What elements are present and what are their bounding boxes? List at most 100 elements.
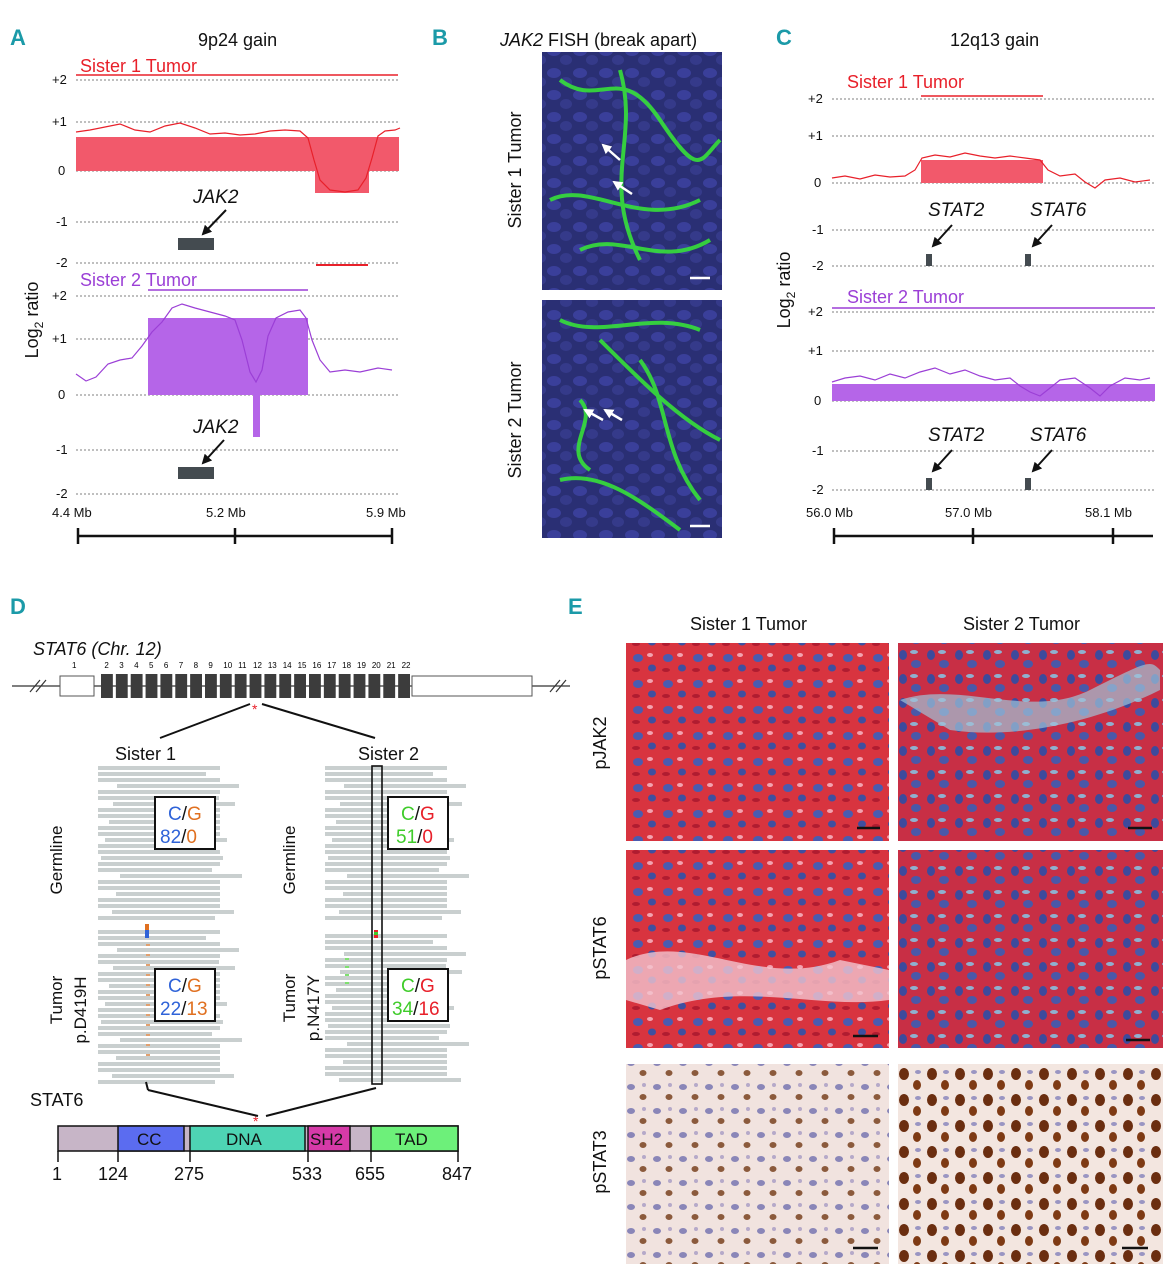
c-sister2-gain-bar [832, 384, 1155, 401]
read [98, 1032, 212, 1036]
d-exon-number: 17 [327, 661, 336, 670]
d-exon-3 [115, 674, 128, 698]
panel-a-title: 9p24 gain [198, 30, 277, 50]
d-exon-11 [234, 674, 247, 698]
d-germline-label-1: Germline [47, 826, 66, 895]
variant-mark [374, 932, 378, 935]
variant-mark [146, 1054, 150, 1056]
panel-c: C 12q13 gain Log2 ratio +2 +1 0 -1 -2 Si… [774, 25, 1155, 544]
read [98, 1080, 215, 1084]
read [325, 832, 447, 836]
d-exon-blocks [101, 674, 410, 698]
read [120, 874, 242, 878]
d-domain-sh2 [307, 1125, 351, 1152]
c-stat6-label-bot: STAT6 [1030, 425, 1087, 446]
read [98, 880, 220, 884]
d-domain-tad [370, 1125, 459, 1152]
a-jak2-arrow-bot [201, 439, 225, 465]
read [98, 862, 220, 866]
variant-mark [145, 930, 149, 938]
d-sister1-label: Sister 1 [115, 744, 176, 764]
variant-mark [146, 954, 150, 956]
c-sister1-gain-bar [921, 160, 1043, 183]
read [98, 778, 220, 782]
read [347, 874, 469, 878]
a-tick-top-p2: +2 [52, 72, 67, 87]
read [98, 930, 220, 934]
d-protein-label: STAT6 [30, 1090, 83, 1110]
variant-mark [146, 994, 150, 996]
a-xtick-1: 4.4 Mb [52, 505, 92, 520]
d-exon-number: 2 [104, 661, 109, 670]
read [98, 942, 220, 946]
c-tick-top-p2: +2 [808, 91, 823, 106]
panel-b: B JAK2 FISH (break apart) Sister 1 Tumor… [432, 25, 722, 538]
e-row3-label: pSTAT3 [590, 1130, 610, 1193]
read [325, 778, 447, 782]
c-stat6-arrow-bot [1031, 449, 1053, 473]
panel-a: A 9p24 gain Log2 ratio +2 +1 0 -1 -2 Sis… [10, 25, 406, 544]
c-xtick-3: 58.1 Mb [1085, 505, 1132, 520]
a-sister2-gain-bar [148, 318, 308, 395]
d-exon-number: 15 [298, 661, 307, 670]
read [339, 910, 461, 914]
d-exon-5 [145, 674, 158, 698]
variant-mark [146, 1034, 150, 1036]
variant-mark [146, 984, 150, 986]
c-sister1-label: Sister 1 Tumor [847, 72, 964, 92]
d-germline-label-2: Germline [280, 826, 299, 895]
e-img-pjak2-s2 [898, 643, 1163, 841]
d-exon-15 [294, 674, 306, 698]
d-star-top: * [252, 701, 258, 717]
read [325, 886, 447, 890]
read [325, 898, 447, 902]
read [101, 856, 223, 860]
read [98, 868, 212, 872]
c-stat2-label-top: STAT2 [928, 200, 985, 221]
d-gene-title: STAT6 (Chr. 12) [33, 639, 162, 659]
d-domain-sh2-label: SH2 [310, 1130, 343, 1149]
d-exon-number: 1 [72, 661, 77, 670]
d-exon-2 [101, 674, 113, 698]
d-exon-number: 6 [164, 661, 169, 670]
e-img-pstat3-s1 [626, 1064, 889, 1264]
d-exon-number: 5 [149, 661, 154, 670]
read [347, 1042, 469, 1046]
c-stat2-arrow-top [931, 224, 953, 248]
d-sister2-label: Sister 2 [358, 744, 419, 764]
d-exon-numbers: 1 2 3 4 5 6 7 8 9 10 11 12 13 14 15 16 17 18 19 20 21 22 [72, 661, 411, 670]
d-variant-column-box [371, 765, 383, 1085]
read [98, 1062, 220, 1066]
a-sister1-trace [75, 122, 401, 193]
svg-text:C/G: C/G [401, 804, 435, 825]
read [325, 964, 446, 968]
a-jak2-label-bot: JAK2 [192, 417, 239, 438]
read [325, 916, 442, 920]
d-allele-box-s2-germline: C/G 51/0 [387, 796, 449, 850]
read [98, 844, 199, 848]
read [98, 898, 220, 902]
svg-text:51/0: 51/0 [396, 827, 433, 848]
d-exon-number: 14 [283, 661, 292, 670]
d-pos-533: 533 [292, 1164, 322, 1184]
read [325, 958, 447, 962]
panel-letter-b: B [432, 25, 448, 50]
a-sister2-loss-bar [253, 395, 260, 437]
read [325, 940, 433, 944]
read [344, 784, 466, 788]
c-tick-bot-0: 0 [814, 393, 821, 408]
panel-letter-e: E [568, 594, 583, 619]
read [325, 1030, 447, 1034]
read [98, 960, 219, 964]
d-exon-6 [160, 674, 173, 698]
b-fish-image-2 [542, 300, 722, 538]
a-sister1-gain-bar [76, 137, 399, 171]
read [325, 880, 447, 884]
d-pos-655: 655 [355, 1164, 385, 1184]
a-tick-bot-p1: +1 [52, 331, 67, 346]
read [98, 1008, 199, 1012]
read [98, 850, 220, 854]
panel-e: E Sister 1 Tumor Sister 2 Tumor pJAK2 pS… [568, 594, 1163, 1264]
c-tick-top-m1: -1 [812, 222, 824, 237]
read [325, 982, 447, 986]
